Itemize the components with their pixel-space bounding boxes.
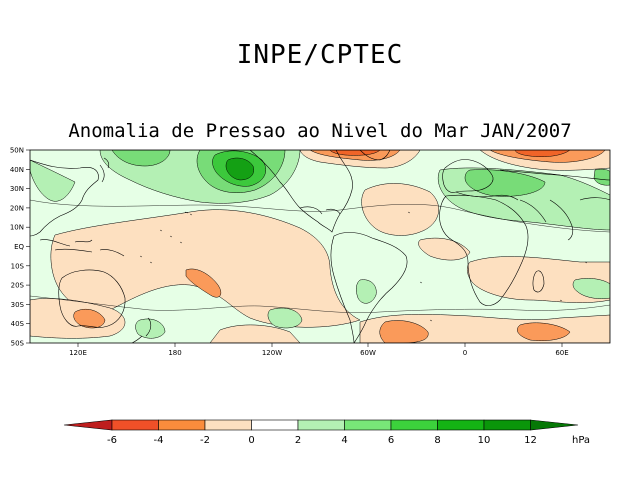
negative-anomaly-light	[30, 150, 610, 343]
colorbar-segment	[437, 419, 485, 431]
map-title: Anomalia de Pressao ao Nivel do Mar JAN/…	[68, 120, 572, 142]
coast-japan	[99, 157, 110, 183]
colorbar-segment	[344, 419, 392, 431]
colorbar-tick-label: 8	[434, 435, 440, 446]
longitude-axis	[77, 343, 563, 347]
negative-anomaly-strong	[329, 150, 571, 157]
region-pos4-nw-pacific	[111, 150, 171, 167]
longitude-labels: 120E 180 120W 60W 0 60E	[69, 349, 569, 357]
lat-label: EQ	[14, 243, 24, 251]
region-neg-south-pacific-east	[209, 324, 301, 343]
coast-arabia-india	[519, 197, 610, 241]
colorbar-unit: hPa	[572, 435, 590, 446]
colorbar-segment	[204, 419, 252, 431]
lat-label: 40S	[11, 320, 25, 328]
colorbar-segment	[390, 419, 438, 431]
islands-hawaii	[184, 211, 193, 216]
lon-label: 180	[168, 349, 181, 357]
colorbar-tick-label: 2	[295, 435, 301, 446]
coast-greenland	[359, 150, 391, 161]
coast-south-america	[330, 232, 408, 343]
colorbar-tick-label: 0	[248, 435, 254, 446]
coast-north-america	[249, 150, 353, 233]
region-pos2-south-indian	[572, 278, 610, 299]
region-neg6-eurasia	[514, 150, 571, 157]
lat-label: 10S	[11, 262, 25, 270]
coast-indonesia	[39, 239, 125, 257]
colorbar-tick-label: 12	[524, 435, 537, 446]
region-pos2-asia-west	[30, 159, 76, 202]
colorbar-tick-label: -4	[154, 435, 164, 446]
lon-label: 0	[463, 349, 467, 357]
lon-label: 60E	[555, 349, 568, 357]
coast-africa	[439, 194, 529, 306]
region-neg4-south-pacific	[185, 268, 222, 298]
coast-europe	[442, 159, 494, 193]
map-field	[30, 150, 610, 343]
lat-label: 10N	[10, 224, 24, 232]
islands-indian	[559, 261, 588, 302]
colorbar-tick-label: 6	[388, 435, 394, 446]
coast-mediterranean	[455, 191, 519, 201]
islands-pacific-1	[139, 229, 183, 264]
colorbar-arrow-left	[63, 419, 113, 431]
island-marks	[139, 211, 588, 322]
colorbar-tick-label: 10	[478, 435, 491, 446]
coast-madagascar	[532, 270, 545, 293]
region-pos2-south-america	[356, 279, 377, 304]
colorbar-tick-label: -6	[107, 435, 117, 446]
positive-anomaly-core	[225, 157, 254, 181]
region-neg4-australia	[73, 309, 106, 329]
colorbar-segment	[158, 419, 206, 431]
lat-label: 50S	[11, 340, 25, 348]
latitude-labels: 50N 40N 30N 20N 10N EQ 10S 20S 30S 40S 5…	[10, 147, 25, 348]
region-pos2-south-pacific	[267, 307, 303, 329]
colorbar-labels: -6 -4 -2 0 2 4 6 8 10 12 hPa	[107, 435, 590, 446]
coast-gulf	[299, 206, 341, 215]
lat-label: 30N	[10, 185, 24, 193]
contour-zero-north	[30, 199, 610, 233]
lon-label: 60W	[360, 349, 376, 357]
region-neg4-indian	[517, 322, 571, 341]
coast-australia	[58, 269, 126, 328]
latitude-axis	[26, 149, 30, 344]
lon-label: 120E	[69, 349, 87, 357]
lat-label: 20N	[10, 204, 24, 212]
colorbar-tick-label: 4	[341, 435, 347, 446]
region-pos8-north-pacific	[225, 157, 254, 181]
colorbar-segment	[297, 419, 345, 431]
lat-label: 30S	[11, 301, 25, 309]
region-neg6-north-atlantic	[329, 150, 381, 156]
contour-lines	[30, 199, 610, 313]
lat-label: 50N	[10, 147, 24, 155]
continent-outlines	[30, 150, 610, 343]
lat-label: 20S	[11, 282, 25, 290]
region-neg-atlantic-north	[361, 183, 439, 236]
colorbar-tick-label: -2	[200, 435, 210, 446]
header-title: INPE/CPTEC	[236, 40, 404, 70]
coast-asia-north	[499, 169, 610, 181]
colorbar-arrow-right	[530, 419, 579, 431]
colorbar-segment	[111, 419, 159, 431]
islands-atlantic	[407, 211, 433, 322]
region-neg4-south-atlantic	[379, 320, 429, 343]
colorbar	[63, 419, 579, 431]
contour-zero-south	[30, 295, 610, 313]
lat-label: 40N	[10, 166, 24, 174]
lon-label: 120W	[262, 349, 282, 357]
region-pos4-east-atlantic	[593, 168, 610, 186]
coast-asia-east	[30, 159, 99, 237]
colorbar-segment	[483, 419, 531, 431]
colorbar-segment	[251, 419, 299, 431]
